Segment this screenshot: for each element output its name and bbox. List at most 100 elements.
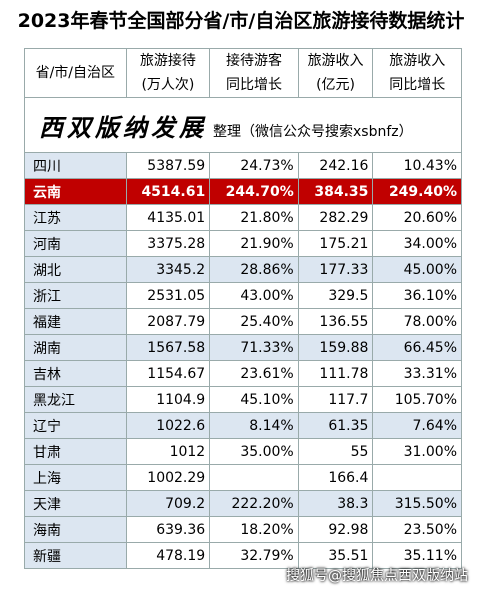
data-row: 湖北 3345.2 28.86% 177.33 45.00% [24, 256, 462, 283]
data-row: 湖南 1567.58 71.33% 159.88 66.45% [24, 334, 462, 361]
header-text: 同比增长 [389, 77, 446, 93]
value-cell: 35.11% [372, 542, 462, 569]
value-cell: 55 [297, 438, 374, 465]
value-cell: 25.40% [209, 308, 299, 335]
value-cell: 3375.28 [125, 230, 211, 257]
value-cell: 4135.01 [125, 204, 211, 231]
banner-cell: 西双版纳发展 整理（微信公众号搜索xsbnfz） [24, 97, 462, 153]
value-cell: 4514.61 [125, 178, 211, 205]
value-cell: 1012 [125, 438, 211, 465]
header-cell: 旅游收入 (亿元) [297, 48, 374, 98]
value-cell: 10.43% [372, 152, 462, 179]
data-row: 四川 5387.59 24.73% 242.16 10.43% [24, 152, 462, 179]
region-cell: 吉林 [24, 360, 127, 387]
value-cell: 2531.05 [125, 282, 211, 309]
value-cell: 159.88 [297, 334, 374, 361]
value-cell: 18.20% [209, 516, 299, 543]
value-cell: 23.61% [209, 360, 299, 387]
title: 2023年春节全国部分省/市/自治区旅游接待数据统计 [17, 10, 465, 32]
region-cell: 湖北 [24, 256, 127, 283]
value-cell: 33.31% [372, 360, 462, 387]
value-cell: 249.40% [372, 178, 462, 205]
data-table: 省/市/自治区 旅游接待 (万人次) 接待游客 同比增长 旅游收入 (亿元) 旅游收入 同比增长… [24, 48, 462, 569]
region-cell: 辽宁 [24, 412, 127, 439]
value-cell: 117.7 [297, 386, 374, 413]
header-text: 省/市/自治区 [35, 65, 116, 81]
value-cell: 5387.59 [125, 152, 211, 179]
value-cell: 329.5 [297, 282, 374, 309]
data-row: 黑龙江 1104.9 45.10% 117.7 105.70% [24, 386, 462, 413]
brand: 西双版纳发展 [39, 112, 207, 142]
value-cell: 34.00% [372, 230, 462, 257]
value-cell: 24.73% [209, 152, 299, 179]
header-row: 省/市/自治区 旅游接待 (万人次) 接待游客 同比增长 旅游收入 (亿元) 旅游收入 同比增长 [24, 48, 462, 98]
region-cell: 福建 [24, 308, 127, 335]
value-cell: 177.33 [297, 256, 374, 283]
value-cell: 222.20% [209, 490, 299, 517]
header-cell: 旅游接待 (万人次) [125, 48, 211, 98]
header-text: 旅游收入 [307, 53, 364, 69]
value-cell: 105.70% [372, 386, 462, 413]
value-cell: 384.35 [297, 178, 374, 205]
header-cell: 接待游客 同比增长 [209, 48, 299, 98]
region-cell: 甘肃 [24, 438, 127, 465]
data-row: 天津 709.2 222.20% 38.3 315.50% [24, 490, 462, 517]
value-cell: 21.80% [209, 204, 299, 231]
value-cell: 244.70% [209, 178, 299, 205]
header-text: 旅游接待 [139, 53, 196, 69]
value-cell: 7.64% [372, 412, 462, 439]
value-cell: 1002.29 [125, 464, 211, 491]
value-cell: 1154.67 [125, 360, 211, 387]
value-cell: 35.51 [297, 542, 374, 569]
region-cell: 海南 [24, 516, 127, 543]
value-cell: 32.79% [209, 542, 299, 569]
region-cell: 浙江 [24, 282, 127, 309]
value-cell: 66.45% [372, 334, 462, 361]
value-cell: 31.00% [372, 438, 462, 465]
value-cell: 1104.9 [125, 386, 211, 413]
data-row: 海南 639.36 18.20% 92.98 23.50% [24, 516, 462, 543]
region-cell: 江苏 [24, 204, 127, 231]
value-cell: 136.55 [297, 308, 374, 335]
value-cell: 45.00% [372, 256, 462, 283]
data-row: 吉林 1154.67 23.61% 111.78 33.31% [24, 360, 462, 387]
banner-row: 西双版纳发展 整理（微信公众号搜索xsbnfz） [24, 97, 462, 153]
value-cell: 1022.6 [125, 412, 211, 439]
value-cell: 35.00% [209, 438, 299, 465]
region-cell: 天津 [24, 490, 127, 517]
value-cell: 282.29 [297, 204, 374, 231]
value-cell: 23.50% [372, 516, 462, 543]
data-row: 福建 2087.79 25.40% 136.55 78.00% [24, 308, 462, 335]
value-cell: 36.10% [372, 282, 462, 309]
value-cell: 315.50% [372, 490, 462, 517]
data-row: 上海 1002.29 166.4 [24, 464, 462, 491]
region-cell: 新疆 [24, 542, 127, 569]
data-row: 江苏 4135.01 21.80% 282.29 20.60% [24, 204, 462, 231]
value-cell: 45.10% [209, 386, 299, 413]
header-text: (万人次) [141, 77, 195, 93]
value-cell: 2087.79 [125, 308, 211, 335]
header-text: 旅游收入 [389, 53, 446, 69]
region-cell: 上海 [24, 464, 127, 491]
value-cell: 3345.2 [125, 256, 211, 283]
value-cell: 175.21 [297, 230, 374, 257]
header-cell: 旅游收入 同比增长 [372, 48, 462, 98]
value-cell: 478.19 [125, 542, 211, 569]
region-cell: 四川 [24, 152, 127, 179]
data-row: 云南 4514.61 244.70% 384.35 249.40% [24, 178, 462, 205]
value-cell: 71.33% [209, 334, 299, 361]
banner-note: 整理（微信公众号搜索xsbnfz） [213, 123, 413, 140]
value-cell: 242.16 [297, 152, 374, 179]
value-cell: 38.3 [297, 490, 374, 517]
value-cell: 20.60% [372, 204, 462, 231]
value-cell: 8.14% [209, 412, 299, 439]
data-row: 辽宁 1022.6 8.14% 61.35 7.64% [24, 412, 462, 439]
region-cell: 湖南 [24, 334, 127, 361]
value-cell: 639.36 [125, 516, 211, 543]
header-text: 接待游客 [225, 53, 282, 69]
value-cell: 709.2 [125, 490, 211, 517]
value-cell: 166.4 [297, 464, 374, 491]
data-row: 甘肃 1012 35.00% 55 31.00% [24, 438, 462, 465]
region-cell: 云南 [24, 178, 127, 205]
